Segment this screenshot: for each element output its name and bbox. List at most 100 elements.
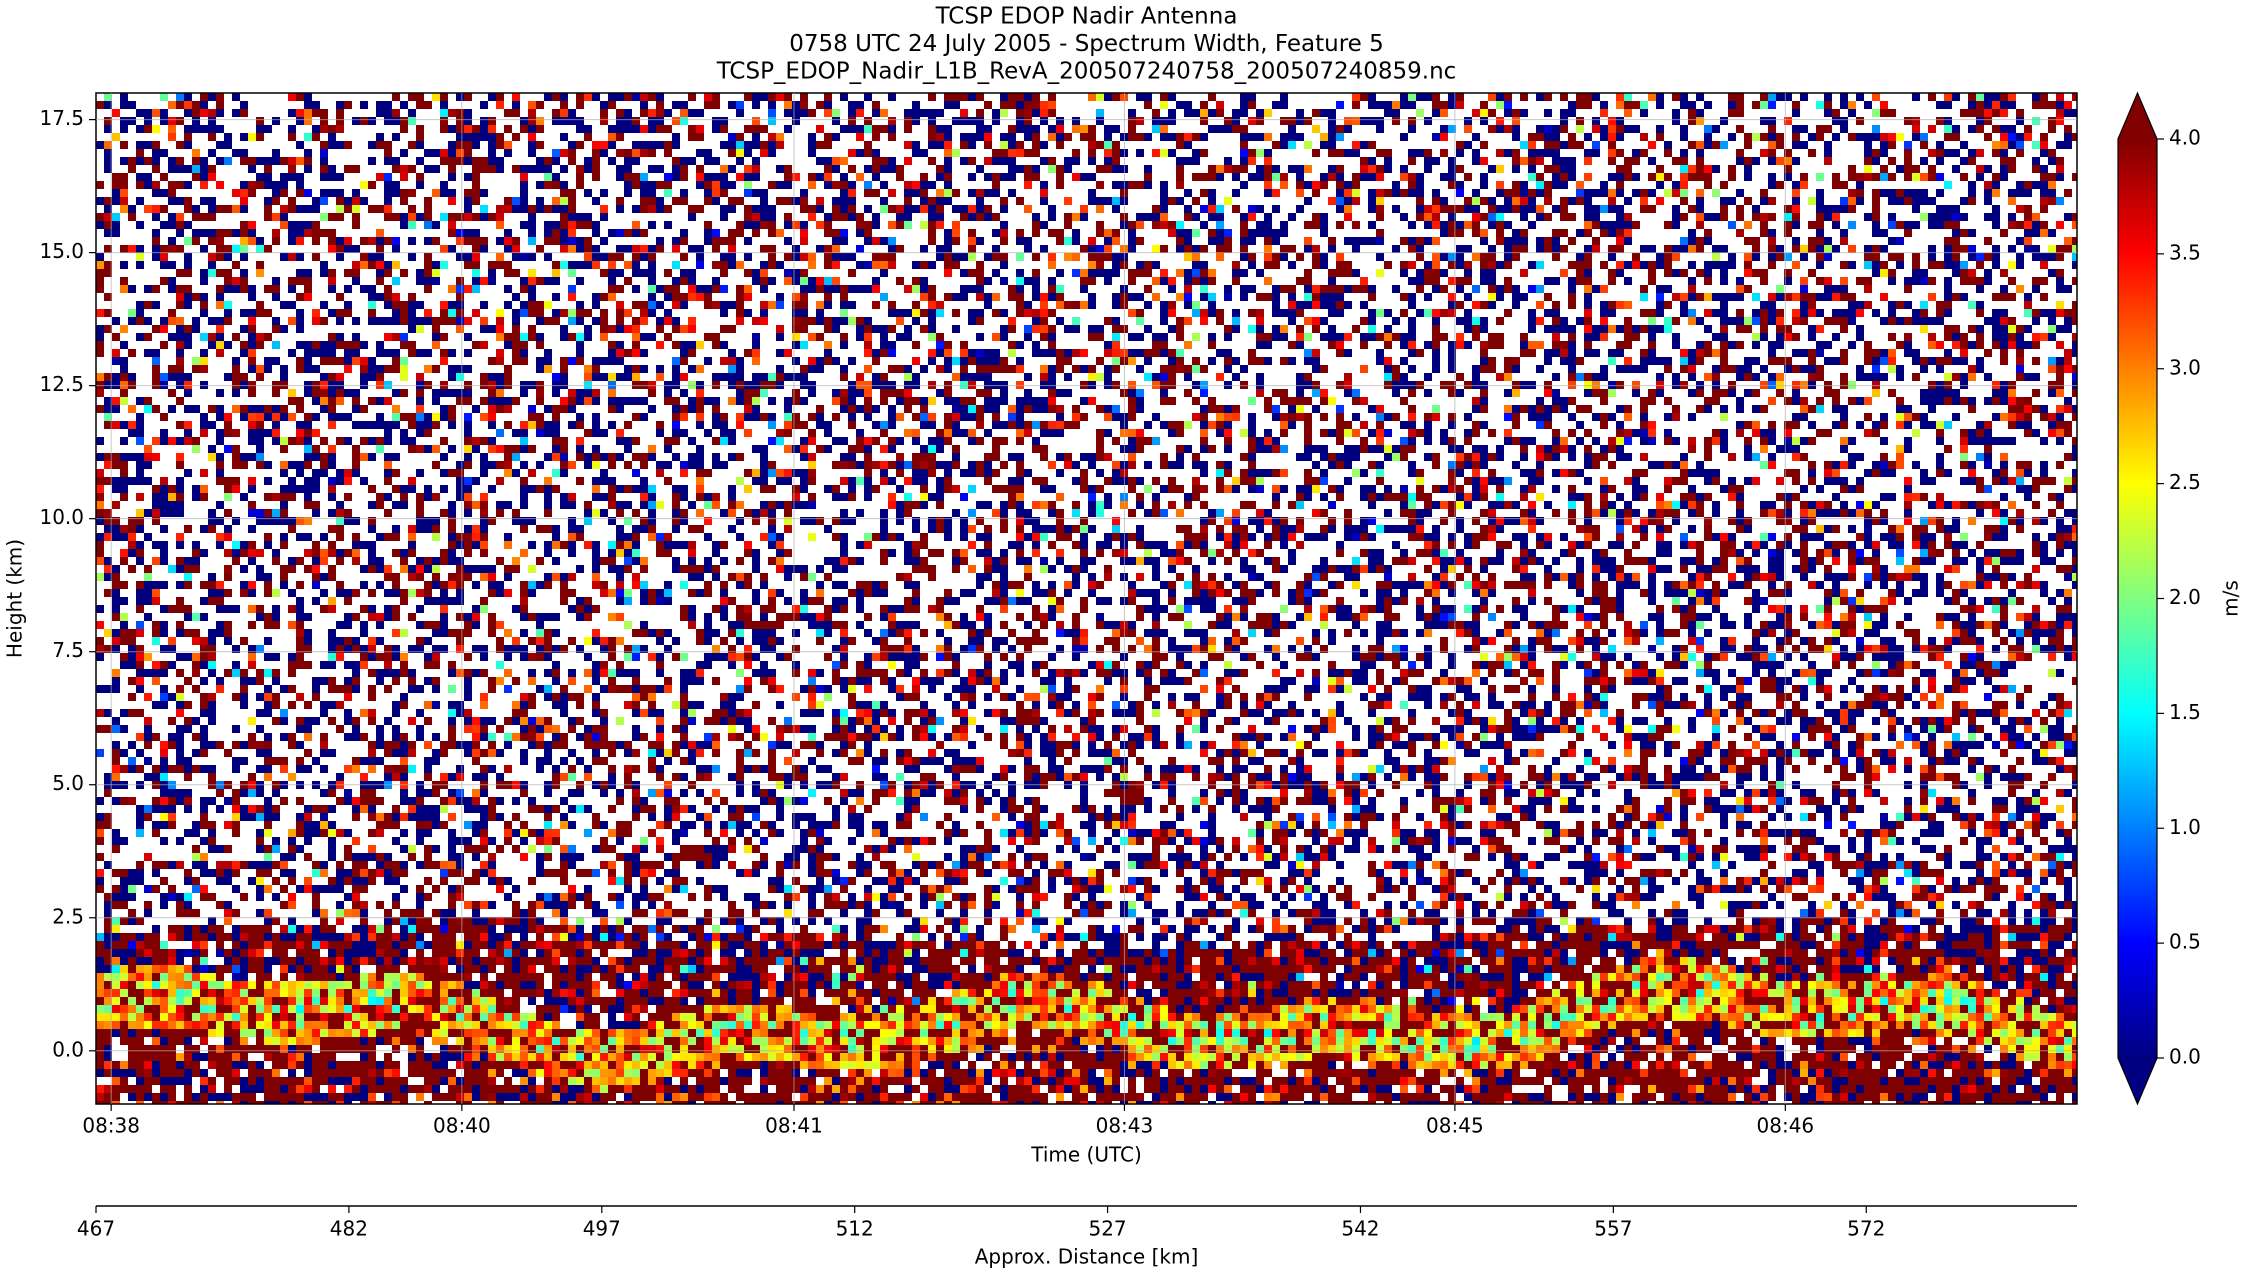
radar-cell	[608, 773, 616, 781]
radar-cell	[568, 213, 576, 221]
radar-cell	[480, 901, 488, 909]
radar-cell	[592, 933, 600, 941]
radar-cell	[584, 309, 592, 317]
radar-cell	[512, 989, 520, 997]
radar-cell	[592, 701, 600, 709]
radar-cell	[280, 853, 288, 861]
radar-cell	[600, 685, 608, 693]
radar-cell	[368, 205, 376, 213]
radar-cell	[136, 317, 144, 325]
radar-cell	[280, 181, 288, 189]
radar-cell	[256, 517, 264, 525]
radar-cell	[584, 125, 592, 133]
radar-cell	[360, 1053, 368, 1061]
radar-cell	[480, 277, 488, 285]
radar-cell	[592, 581, 600, 589]
radar-cell	[504, 973, 512, 981]
radar-cell	[280, 941, 288, 949]
radar-cell	[96, 493, 104, 501]
radar-cell	[432, 237, 440, 245]
radar-cell	[624, 1029, 632, 1037]
radar-cell	[208, 653, 216, 661]
radar-cell	[608, 1085, 616, 1093]
radar-cell	[504, 365, 512, 373]
radar-cell	[160, 437, 168, 445]
radar-cell	[200, 269, 208, 277]
radar-cell	[504, 461, 512, 469]
radar-cell	[304, 269, 312, 277]
radar-cell	[352, 197, 360, 205]
radar-cell	[352, 269, 360, 277]
radar-cell	[536, 917, 544, 925]
radar-cell	[568, 285, 576, 293]
radar-cell	[192, 437, 200, 445]
radar-cell	[112, 757, 120, 765]
radar-cell	[552, 989, 560, 997]
radar-cell	[328, 413, 336, 421]
radar-cell	[304, 549, 312, 557]
radar-cell	[392, 949, 400, 957]
radar-cell	[120, 421, 128, 429]
radar-cell	[600, 317, 608, 325]
radar-cell	[368, 757, 376, 765]
radar-cell	[136, 453, 144, 461]
radar-cell	[568, 533, 576, 541]
radar-cell	[208, 509, 216, 517]
radar-cell	[352, 213, 360, 221]
radar-cell	[320, 261, 328, 269]
radar-cell	[584, 253, 592, 261]
radar-cell	[248, 805, 256, 813]
radar-cell	[120, 453, 128, 461]
radar-cell	[96, 349, 104, 357]
radar-cell	[312, 685, 320, 693]
radar-cell	[520, 709, 528, 717]
radar-cell	[112, 581, 120, 589]
radar-cell	[592, 741, 600, 749]
radar-cell	[320, 389, 328, 397]
radar-cell	[552, 173, 560, 181]
radar-cell	[608, 461, 616, 469]
radar-cell	[536, 621, 544, 629]
radar-cell	[168, 893, 176, 901]
radar-cell	[312, 861, 320, 869]
radar-cell	[368, 989, 376, 997]
radar-cell	[632, 645, 640, 653]
radar-cell	[256, 981, 264, 989]
radar-cell	[504, 877, 512, 885]
radar-cell	[496, 213, 504, 221]
radar-cell	[368, 805, 376, 813]
radar-cell	[544, 181, 552, 189]
radar-cell	[168, 1101, 176, 1104]
radar-cell	[416, 837, 424, 845]
radar-cell	[112, 1005, 120, 1013]
radar-cell	[352, 997, 360, 1005]
radar-cell	[472, 917, 480, 925]
radar-cell	[288, 437, 296, 445]
radar-cell	[456, 1045, 464, 1053]
radar-cell	[168, 373, 176, 381]
radar-cell	[304, 637, 312, 645]
radar-cell	[600, 933, 608, 941]
radar-cell	[320, 405, 328, 413]
radar-cell	[368, 261, 376, 269]
radar-cell	[416, 925, 424, 933]
radar-cell	[392, 501, 400, 509]
radar-cell	[376, 1061, 384, 1069]
radar-cell	[408, 1037, 416, 1045]
radar-cell	[616, 965, 624, 973]
radar-cell	[144, 773, 152, 781]
radar-cell	[632, 365, 640, 373]
radar-cell	[128, 629, 136, 637]
radar-cell	[288, 517, 296, 525]
radar-cell	[624, 597, 632, 605]
radar-cell	[416, 573, 424, 581]
radar-cell	[96, 509, 104, 517]
radar-cell	[136, 829, 144, 837]
radar-cell	[200, 933, 208, 941]
radar-cell	[144, 205, 152, 213]
radar-cell	[272, 949, 280, 957]
radar-cell	[296, 437, 304, 445]
radar-cell	[208, 933, 216, 941]
radar-cell	[464, 533, 472, 541]
radar-cell	[312, 885, 320, 893]
